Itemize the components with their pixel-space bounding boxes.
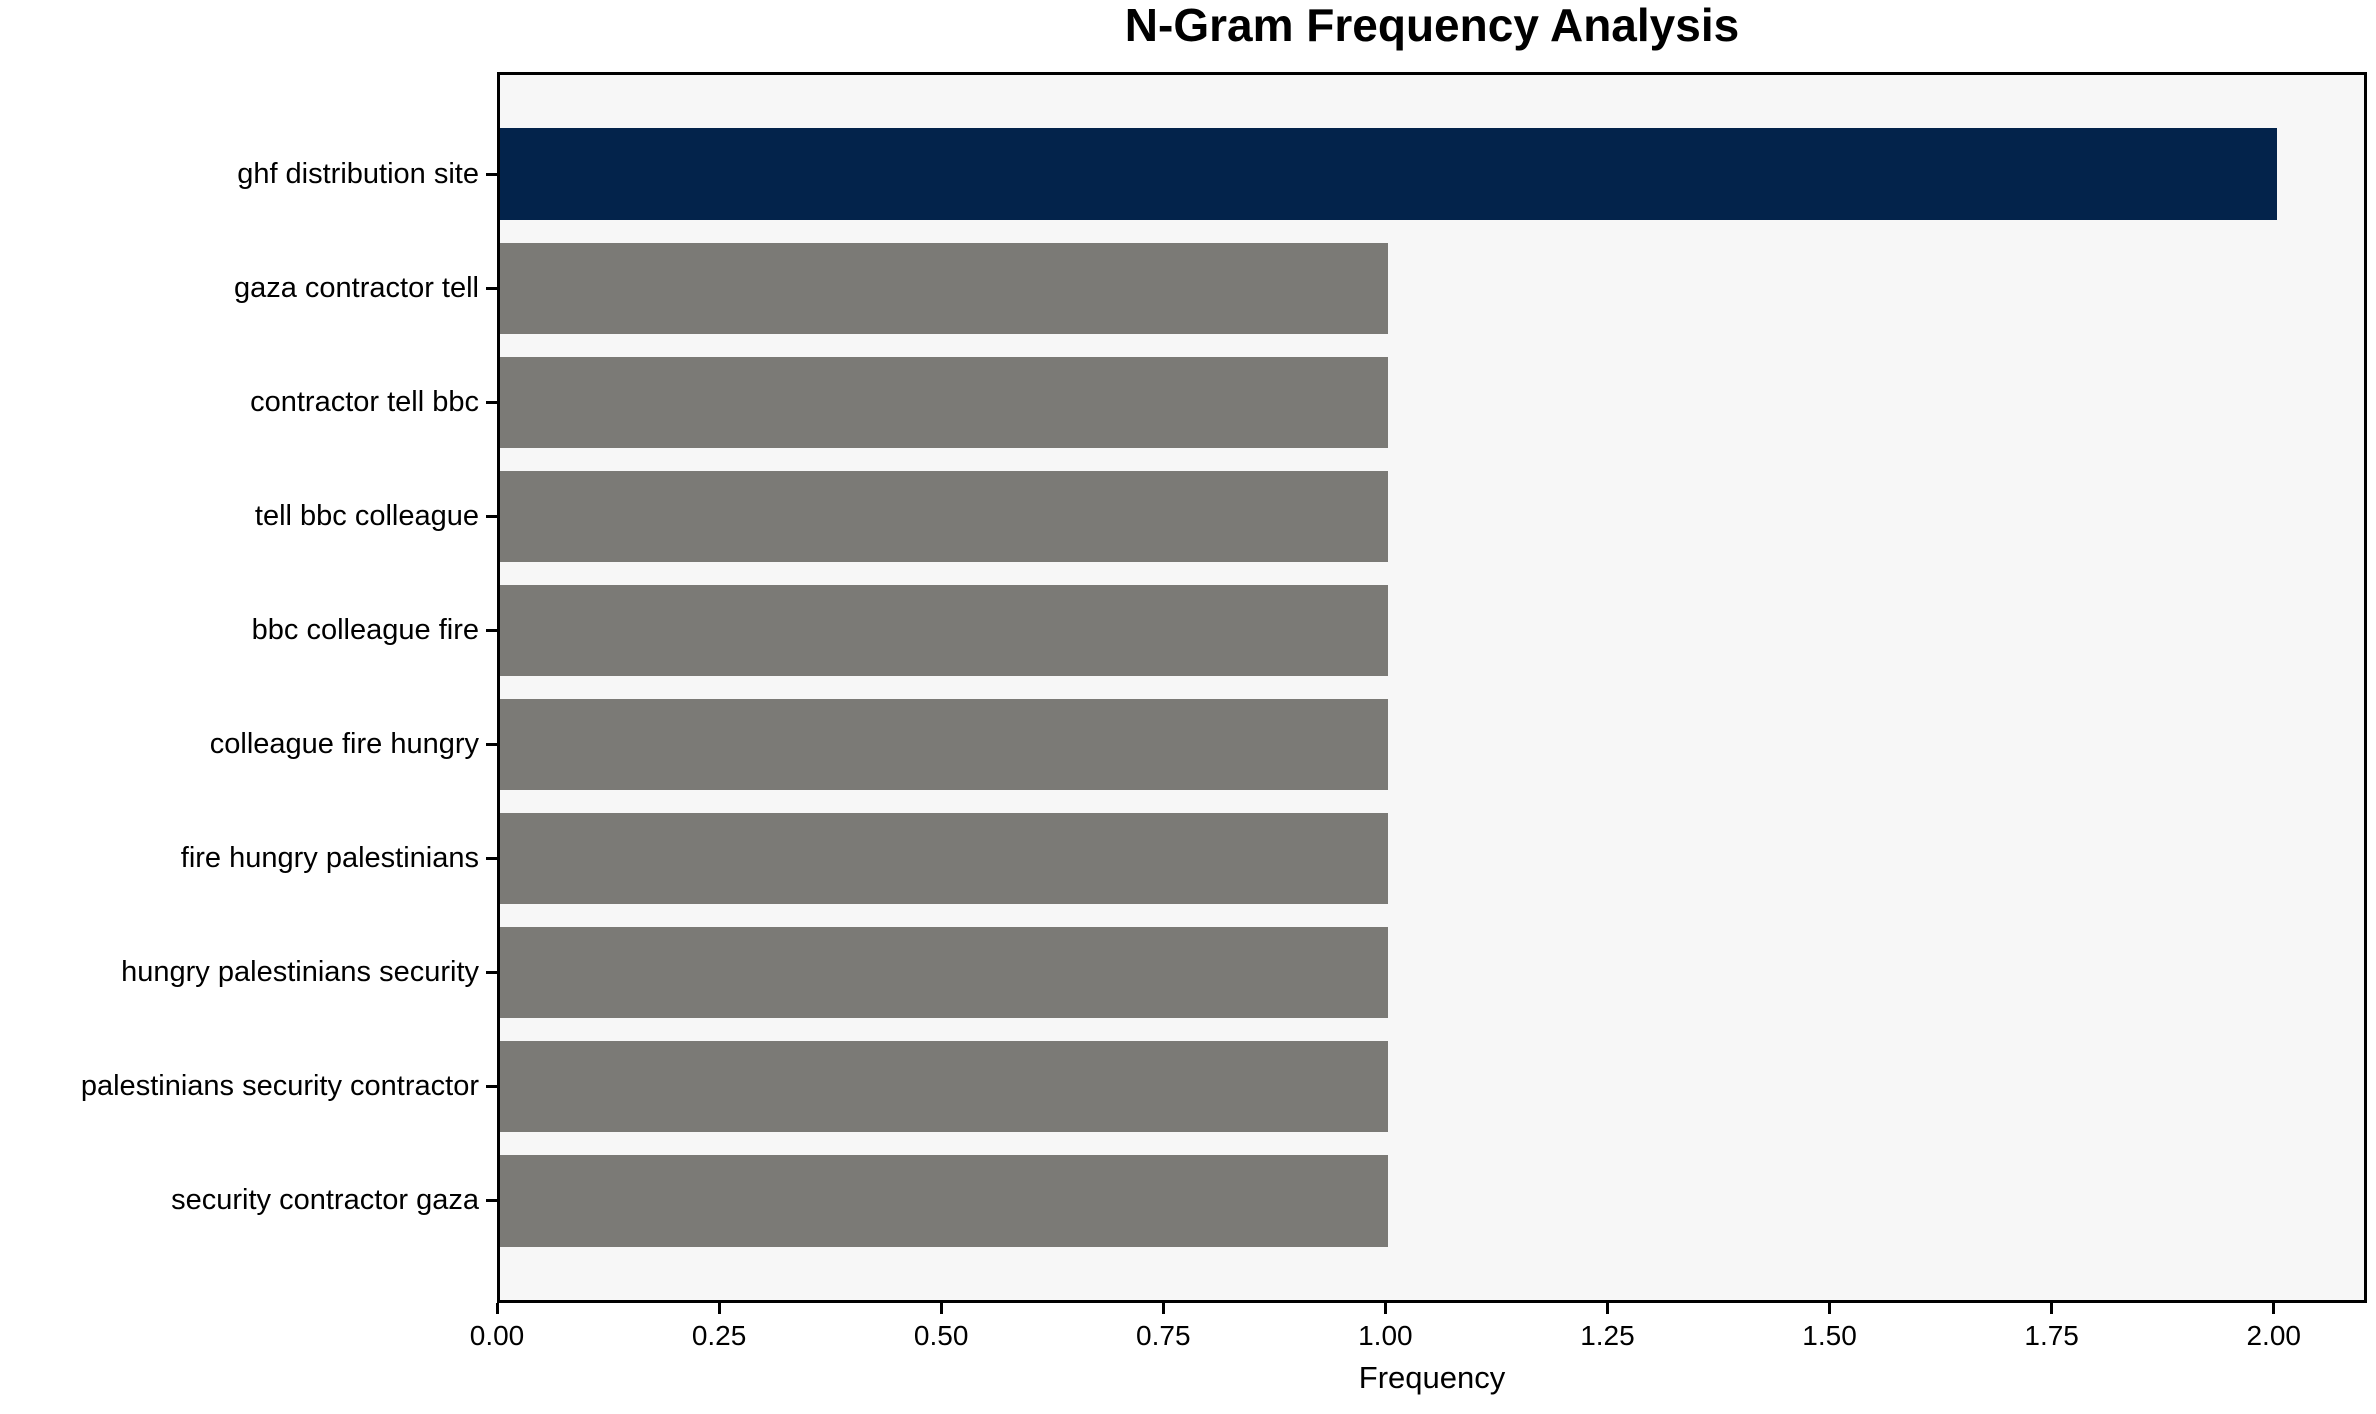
y-tick-mark xyxy=(486,743,497,747)
y-tick-mark xyxy=(486,172,497,176)
bar-gaza-contractor-tell xyxy=(500,242,1389,334)
x-tick-mark xyxy=(2272,1303,2276,1314)
x-axis-label: Frequency xyxy=(1358,1360,1506,1395)
y-tick-label: ghf distribution site xyxy=(237,157,479,190)
y-tick-label: bbc colleague fire xyxy=(251,613,479,646)
x-tick-label: 1.50 xyxy=(1802,1320,1857,1351)
y-tick-mark xyxy=(486,971,497,975)
x-tick-mark xyxy=(1161,1303,1165,1314)
x-tick-mark xyxy=(939,1303,943,1314)
x-tick-mark xyxy=(1383,1303,1387,1314)
chart-title: N-Gram Frequency Analysis xyxy=(1124,0,1740,51)
y-tick-label: tell bbc colleague xyxy=(254,499,479,532)
y-tick-label: colleague fire hungry xyxy=(209,728,479,761)
x-tick-mark xyxy=(495,1303,499,1314)
x-tick-label: 1.00 xyxy=(1358,1320,1413,1351)
y-tick-mark xyxy=(486,286,497,290)
y-tick-label: palestinians security contractor xyxy=(80,1070,479,1103)
bar-colleague-fire-hungry xyxy=(500,698,1389,791)
plot-area xyxy=(497,72,2367,1303)
x-tick-label: 1.25 xyxy=(1580,1320,1635,1351)
y-tick-mark xyxy=(486,628,497,632)
y-tick-label: contractor tell bbc xyxy=(250,385,479,418)
bar-ghf-distribution-site xyxy=(500,128,2277,220)
x-tick-label: 0.75 xyxy=(1136,1320,1191,1351)
y-tick-mark xyxy=(486,857,497,861)
x-tick-mark xyxy=(717,1303,721,1314)
bar-palestinians-security-contractor xyxy=(500,1041,1389,1133)
bar-fire-hungry-palestinians xyxy=(500,812,1389,905)
bar-tell-bbc-colleague xyxy=(500,470,1389,562)
x-tick-label: 0.50 xyxy=(913,1320,969,1351)
x-tick-label: 2.00 xyxy=(2246,1320,2301,1351)
bar-bbc-colleague-fire xyxy=(500,584,1389,677)
y-tick-label: fire hungry palestinians xyxy=(180,842,479,875)
y-tick-mark xyxy=(486,1199,497,1203)
x-tick-mark xyxy=(1605,1303,1609,1314)
x-tick-mark xyxy=(1828,1303,1832,1314)
y-tick-label: gaza contractor tell xyxy=(233,271,479,304)
y-tick-mark xyxy=(486,1085,497,1089)
bar-security-contractor-gaza xyxy=(500,1155,1389,1247)
bar-hungry-palestinians-security xyxy=(500,927,1389,1019)
y-tick-mark xyxy=(486,400,497,404)
y-tick-mark xyxy=(486,514,497,518)
x-tick-mark xyxy=(2050,1303,2054,1314)
x-tick-label: 0.00 xyxy=(469,1320,525,1351)
x-tick-label: 1.75 xyxy=(2024,1320,2079,1351)
y-tick-label: security contractor gaza xyxy=(171,1184,479,1217)
y-tick-label: hungry palestinians security xyxy=(121,956,479,989)
x-tick-label: 0.25 xyxy=(691,1320,747,1351)
bar-contractor-tell-bbc xyxy=(500,356,1389,448)
